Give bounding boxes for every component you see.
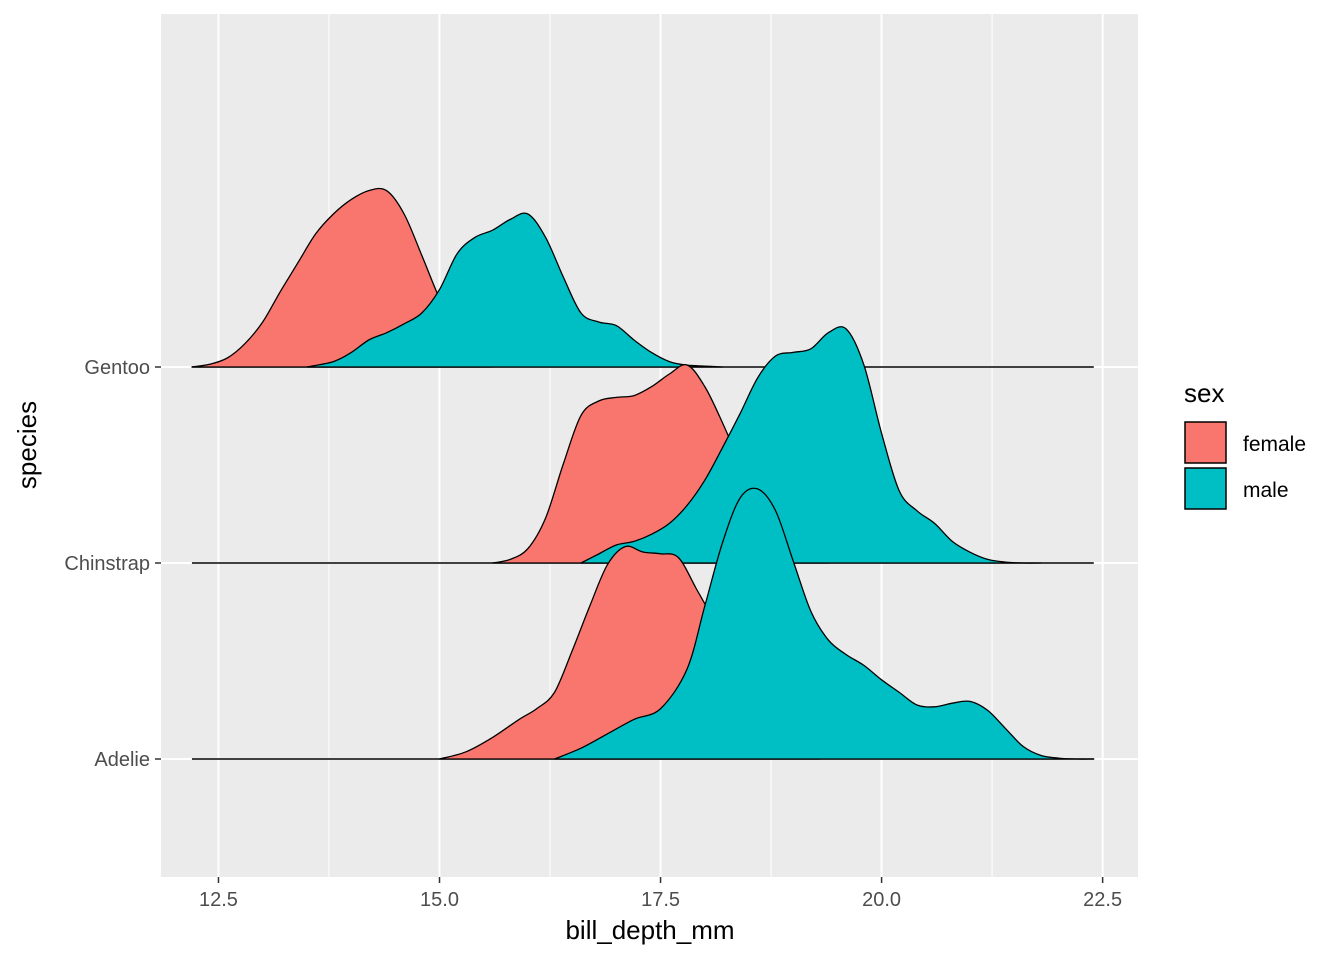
legend-entries: female male [1184, 421, 1306, 510]
x-axis: 12.5 15.0 17.5 20.0 22.5 [199, 877, 1122, 911]
x-tick-label: 12.5 [199, 889, 238, 911]
y-tick-label: Gentoo [84, 357, 150, 379]
ridge-adelie-male [553, 487, 1095, 760]
x-tick-label: 22.5 [1083, 889, 1122, 911]
legend-title: sex [1184, 378, 1224, 408]
y-tick-label: Chinstrap [64, 553, 150, 575]
ridge-layer [191, 187, 1095, 760]
ridge-gentoo-male [306, 212, 724, 368]
legend-key-female [1184, 421, 1227, 464]
x-tick-label: 20.0 [862, 889, 901, 911]
legend-key-male [1184, 467, 1227, 510]
y-axis-title: species [12, 401, 42, 489]
y-tick-label: Adelie [94, 749, 150, 771]
legend: sex female male [1184, 378, 1306, 510]
legend-label-female: female [1243, 433, 1306, 456]
x-tick-label: 17.5 [641, 889, 680, 911]
legend-label-male: male [1243, 479, 1289, 502]
y-axis: Adelie Chinstrap Gentoo [64, 357, 161, 771]
x-tick-label: 15.0 [420, 889, 459, 911]
ridge-chinstrap-male [580, 326, 1042, 564]
x-axis-title: bill_depth_mm [565, 915, 734, 945]
